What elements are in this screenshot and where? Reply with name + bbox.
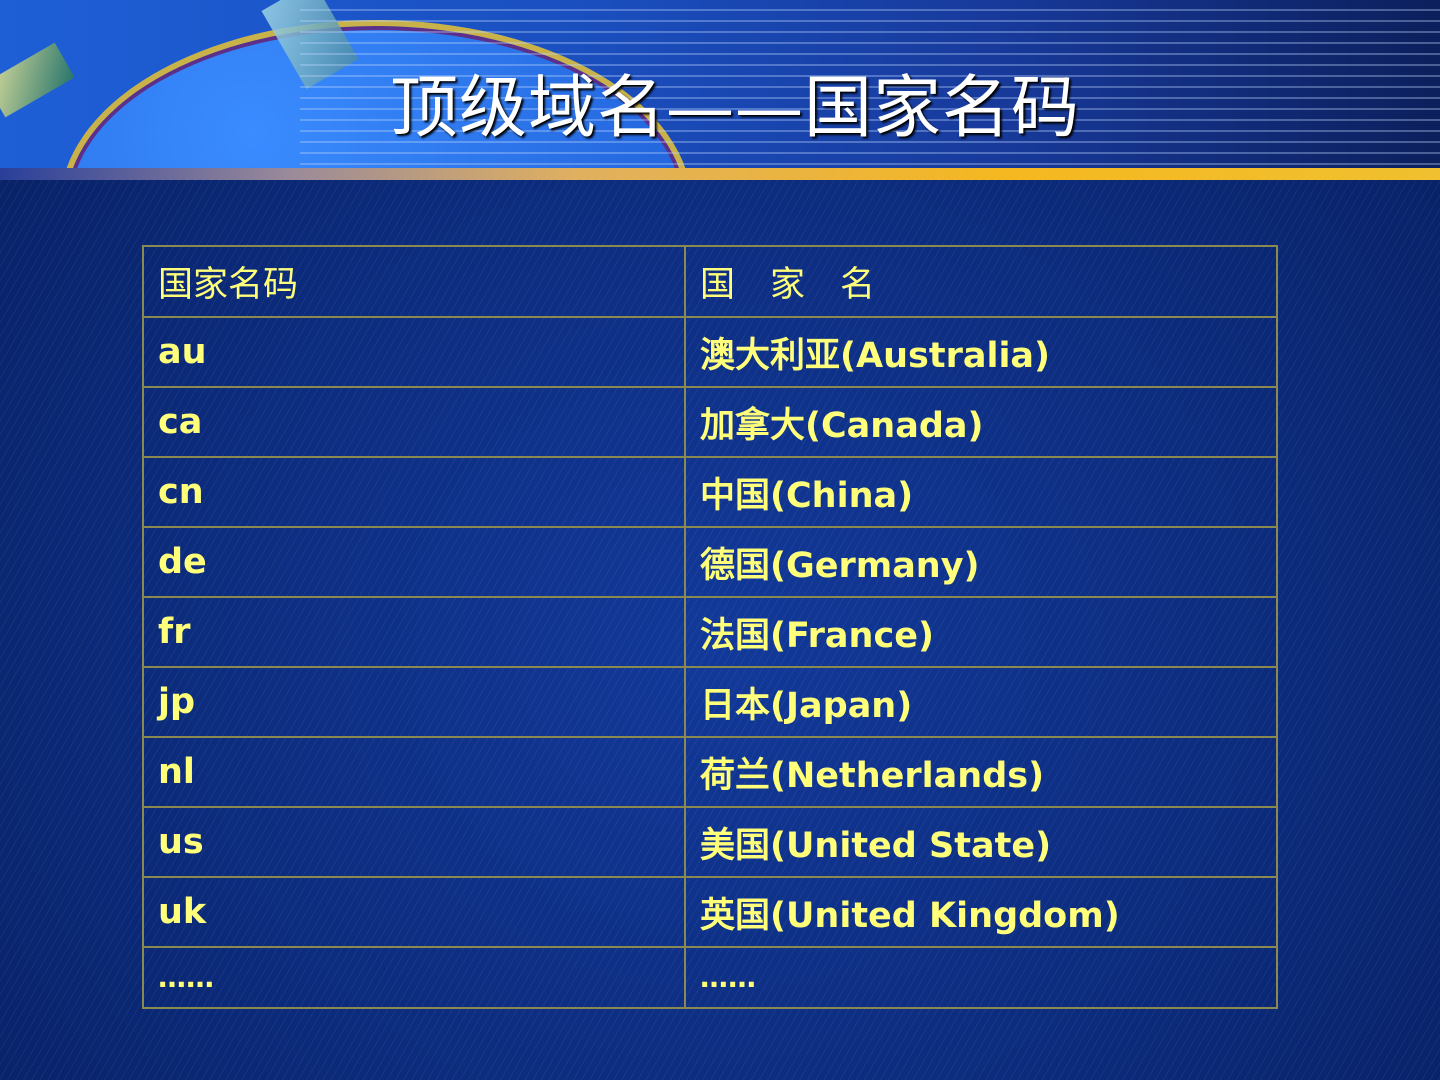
- country-cell: ……: [684, 946, 1278, 1009]
- table-row: de 德国(Germany): [142, 526, 1278, 598]
- code-cell: cn: [142, 456, 686, 528]
- country-cell: 日本(Japan): [684, 666, 1278, 738]
- header-country: 国 家 名: [684, 245, 1278, 318]
- table-header-row: 国家名码 国 家 名: [142, 245, 1278, 318]
- table-row: us 美国(United State): [142, 806, 1278, 878]
- table-row: cn 中国(China): [142, 456, 1278, 528]
- code-cell: nl: [142, 736, 686, 808]
- header-code: 国家名码: [142, 245, 686, 318]
- country-cell: 澳大利亚(Australia): [684, 316, 1278, 388]
- country-cell: 美国(United State): [684, 806, 1278, 878]
- gold-divider: [0, 168, 1440, 180]
- table-row: au 澳大利亚(Australia): [142, 316, 1278, 388]
- table-row: jp 日本(Japan): [142, 666, 1278, 738]
- table-row: uk 英国(United Kingdom): [142, 876, 1278, 948]
- decorative-stripes: [300, 0, 1440, 168]
- country-cell: 英国(United Kingdom): [684, 876, 1278, 948]
- slide-title: 顶级域名——国家名码: [390, 69, 1081, 148]
- table-row: nl 荷兰(Netherlands): [142, 736, 1278, 808]
- table-row: ca 加拿大(Canada): [142, 386, 1278, 458]
- code-cell: de: [142, 526, 686, 598]
- country-code-table: 国家名码 国 家 名 au 澳大利亚(Australia) ca 加拿大(Canad…: [142, 245, 1278, 1009]
- code-cell: uk: [142, 876, 686, 948]
- code-cell: us: [142, 806, 686, 878]
- table-row-ellipsis: …………: [142, 946, 1278, 1009]
- header-banner: [0, 0, 1440, 168]
- code-cell: jp: [142, 666, 686, 738]
- country-cell: 加拿大(Canada): [684, 386, 1278, 458]
- code-cell: au: [142, 316, 686, 388]
- country-cell: 德国(Germany): [684, 526, 1278, 598]
- country-cell: 法国(France): [684, 596, 1278, 668]
- country-cell: 中国(China): [684, 456, 1278, 528]
- code-cell: ……: [142, 946, 686, 1009]
- country-cell: 荷兰(Netherlands): [684, 736, 1278, 808]
- code-cell: fr: [142, 596, 686, 668]
- decorative-block: [0, 42, 75, 118]
- table-row: fr 法国(France): [142, 596, 1278, 668]
- code-cell: ca: [142, 386, 686, 458]
